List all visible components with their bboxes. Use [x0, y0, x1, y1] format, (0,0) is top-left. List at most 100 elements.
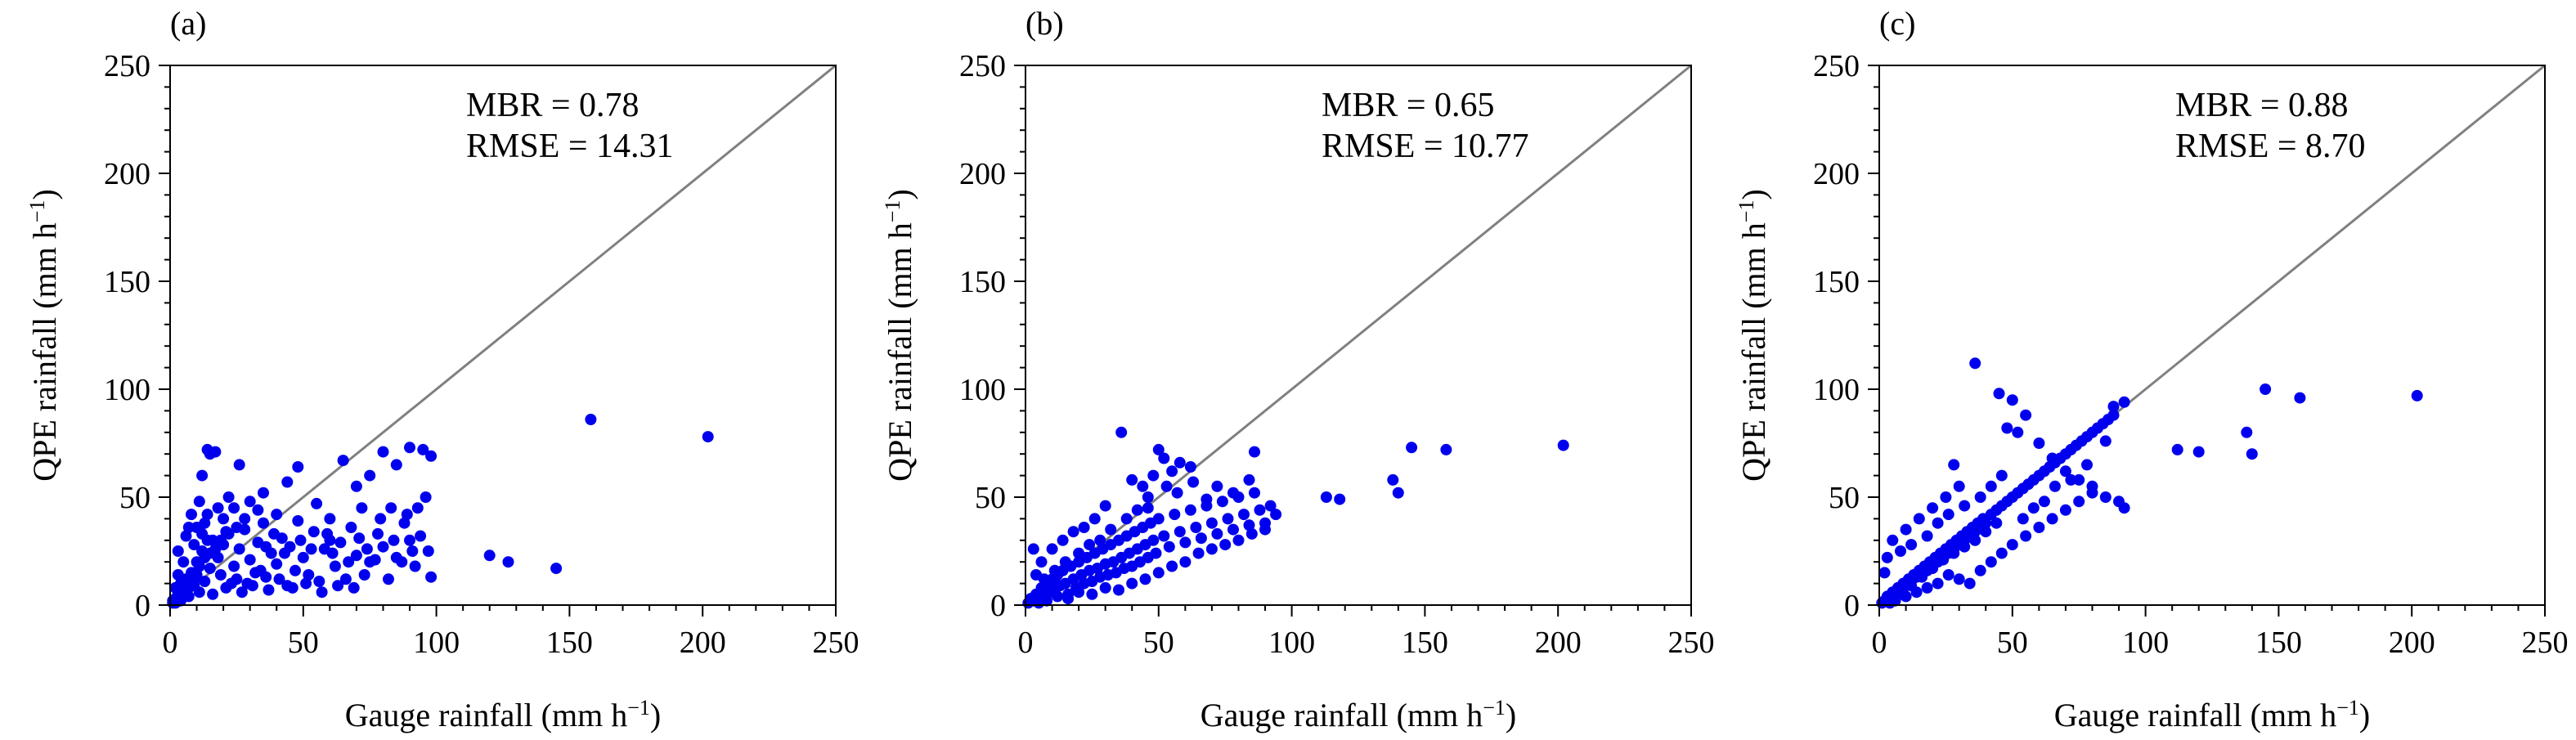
data-point	[1980, 526, 1992, 538]
y-axis-label: QPE rainfall (mm h−1)	[881, 189, 919, 482]
data-point	[321, 527, 334, 540]
data-point	[1219, 539, 1232, 551]
data-point	[214, 569, 227, 581]
data-point	[1243, 519, 1255, 531]
data-point	[1884, 597, 1896, 609]
data-point	[1440, 443, 1452, 455]
x-tick-label: 50	[1143, 626, 1174, 660]
data-point	[1227, 487, 1239, 499]
data-point	[2046, 513, 2058, 525]
data-point	[1963, 577, 1976, 590]
data-point	[2049, 480, 2061, 492]
data-point	[263, 584, 275, 596]
plot-frame	[169, 65, 837, 606]
data-point	[326, 547, 339, 559]
data-point	[316, 586, 328, 599]
data-point	[1948, 547, 1960, 559]
data-point	[1200, 493, 1213, 505]
data-point	[2017, 513, 2029, 525]
data-point	[1163, 540, 1175, 553]
data-point	[281, 476, 294, 488]
data-point	[177, 556, 190, 568]
data-point	[1152, 513, 1165, 525]
data-point	[337, 455, 349, 467]
data-point	[1174, 456, 1186, 469]
data-point	[193, 496, 205, 508]
data-point	[1105, 523, 1117, 536]
data-point	[1137, 480, 1149, 492]
x-axis-label: Gauge rainfall (mm h−1)	[2054, 696, 2370, 734]
data-point	[2246, 448, 2258, 460]
stat-annotation: MBR = 0.88	[2175, 87, 2349, 124]
data-point	[1959, 500, 1971, 512]
data-point	[358, 569, 370, 581]
data-point	[1905, 580, 1918, 592]
data-point	[2192, 446, 2205, 458]
data-point	[364, 469, 376, 482]
data-point	[1179, 556, 1192, 568]
data-point	[1113, 584, 1124, 596]
y-tick-label: 100	[1813, 373, 1860, 407]
data-point	[1158, 452, 1170, 464]
data-point	[199, 576, 211, 587]
data-point	[289, 564, 301, 576]
data-point	[191, 522, 203, 533]
data-point	[209, 446, 222, 458]
data-point	[207, 534, 219, 546]
data-point	[1387, 473, 1399, 486]
y-tick-label: 0	[135, 589, 150, 623]
data-point	[334, 536, 347, 549]
data-point	[225, 577, 237, 590]
data-point	[350, 549, 362, 562]
data-point	[1921, 581, 1933, 594]
data-point	[324, 513, 336, 525]
data-point	[350, 480, 362, 492]
data-point	[398, 517, 411, 529]
data-point	[2107, 409, 2120, 421]
data-point	[377, 446, 389, 458]
data-point	[1942, 509, 1954, 521]
data-point	[2241, 426, 2253, 438]
data-point	[311, 497, 323, 509]
data-point	[1900, 523, 1912, 536]
y-tick-label: 200	[1813, 157, 1860, 191]
data-point	[1086, 588, 1098, 600]
data-point	[420, 491, 432, 503]
data-point	[2001, 422, 2013, 434]
data-point	[2006, 539, 2018, 551]
data-point	[231, 522, 243, 533]
data-point	[1932, 517, 1944, 529]
data-point	[1974, 491, 1986, 503]
data-point	[2020, 530, 2032, 542]
data-point	[212, 502, 224, 514]
data-point	[1985, 556, 1997, 568]
data-point	[1985, 480, 1997, 492]
data-point	[1905, 539, 1918, 551]
data-point	[188, 539, 200, 551]
scatter-panel-2: 00 50 50 100 100 150 150 200 200 250 250 Gauge rain…	[881, 5, 1715, 733]
x-tick-label: 250	[1668, 626, 1715, 660]
data-point	[401, 509, 413, 521]
panel-label: (b)	[1025, 5, 1064, 42]
data-point	[1211, 527, 1223, 540]
panel-label: (c)	[1879, 5, 1915, 42]
data-point	[1099, 581, 1111, 594]
data-point	[1073, 586, 1085, 599]
data-point	[254, 564, 267, 576]
data-point	[1179, 536, 1192, 549]
y-tick-label: 200	[104, 157, 150, 191]
data-point	[1995, 547, 2008, 559]
x-axis-label: Gauge rainfall (mm h−1)	[1200, 696, 1516, 734]
data-point	[1160, 480, 1173, 492]
data-point	[404, 442, 415, 454]
data-point	[292, 515, 304, 527]
data-point	[204, 563, 216, 575]
data-point	[1115, 426, 1128, 438]
data-point	[2073, 473, 2085, 486]
data-point	[286, 581, 298, 594]
data-point	[1243, 473, 1255, 486]
scatter-panel-3: 00 50 50 100 100 150 150 200 200 250 250 Gauge rain…	[1735, 5, 2569, 733]
data-point	[1887, 534, 1899, 546]
data-point	[305, 543, 317, 555]
data-point	[372, 527, 384, 540]
